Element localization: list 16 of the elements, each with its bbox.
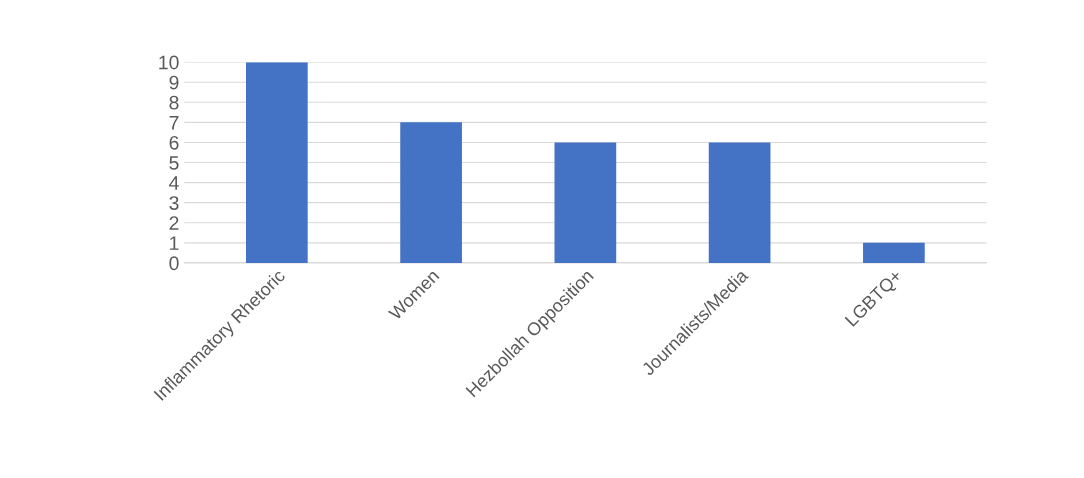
y-tick-label: 5 [169,156,179,170]
bar [863,242,925,263]
y-tick-label: 4 [169,176,179,190]
y-tick-label: 6 [169,135,179,150]
y-tick-label: 2 [169,216,179,230]
bar [554,142,617,263]
y-tick-label: 3 [169,196,179,210]
y-tick-label: 1 [170,236,179,250]
y-tick-label: 7 [169,116,179,130]
y-tick-label: 10 [159,55,179,70]
y-tick-label: 8 [169,95,179,110]
bar [245,62,308,263]
y-tick-label: 9 [169,75,179,90]
y-tick-label: 0 [169,256,179,271]
bar [400,122,462,263]
bar [708,142,771,263]
